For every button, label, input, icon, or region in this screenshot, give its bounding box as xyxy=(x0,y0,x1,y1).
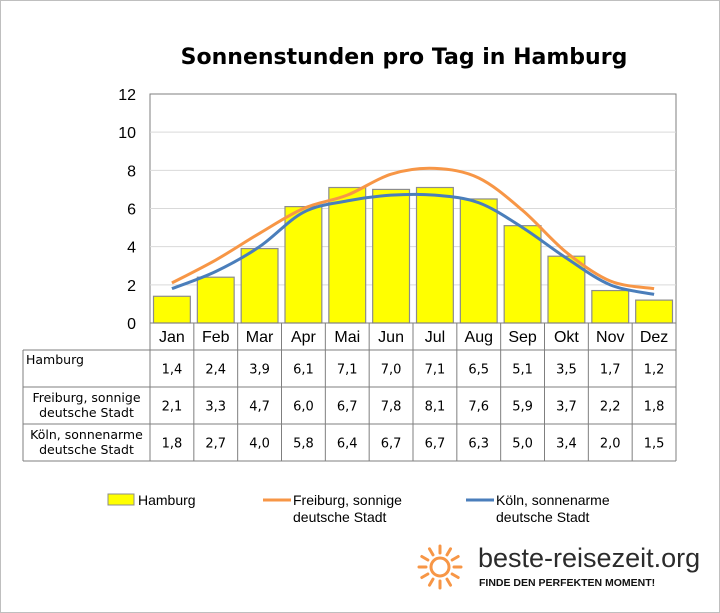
table-row-label: deutsche Stadt xyxy=(39,405,134,420)
legend-swatch-hamburg xyxy=(107,493,135,506)
brand-name: beste-reisezeit.org xyxy=(478,543,700,573)
table-cell: 2,7 xyxy=(205,437,226,452)
table-cell: 6,7 xyxy=(425,437,446,452)
line-koeln xyxy=(171,192,655,296)
sun-ray xyxy=(428,577,435,587)
table-cell: 7,1 xyxy=(425,363,446,378)
legend-label: Köln, sonnenarme xyxy=(496,492,610,508)
sun-ray xyxy=(445,547,452,557)
bar-hamburg xyxy=(152,295,191,324)
table-row-label: Freiburg, sonnige xyxy=(32,390,140,405)
table-cell: 5,9 xyxy=(512,400,533,415)
table-cell: 1,7 xyxy=(600,363,621,378)
bar-hamburg xyxy=(372,188,411,324)
bar-hamburg xyxy=(328,186,367,324)
x-tick-label: Jan xyxy=(159,329,185,346)
brand-slogan: FINDE DEN PERFEKTEN MOMENT! xyxy=(479,577,655,589)
table-cell: 2,1 xyxy=(162,400,183,415)
y-tick-label: 10 xyxy=(118,125,136,142)
bar-hamburg xyxy=(591,289,630,324)
bar-hamburg xyxy=(503,225,542,324)
table-cell: 6,5 xyxy=(468,363,489,378)
y-tick-label: 8 xyxy=(127,163,136,180)
table-cell: 6,0 xyxy=(293,400,314,415)
table-cell: 5,0 xyxy=(512,437,533,452)
bar-hamburg xyxy=(459,198,498,324)
legend-label: Freiburg, sonnige xyxy=(293,492,402,508)
x-tick-label: Okt xyxy=(554,329,579,346)
table-cell: 3,3 xyxy=(205,400,226,415)
x-tick-label: Mai xyxy=(334,329,360,346)
sun-core xyxy=(429,556,451,578)
table-cell: 2,0 xyxy=(600,437,621,452)
table-cell: 4,7 xyxy=(249,400,270,415)
brand-logo: beste-reisezeit.org FINDE DEN PERFEKTEN … xyxy=(417,543,700,590)
table-cell: 1,8 xyxy=(162,437,183,452)
table-cell: 2,2 xyxy=(600,400,621,415)
x-tick-label: Sep xyxy=(508,329,537,346)
x-tick-label: Feb xyxy=(202,329,230,346)
x-tick-label: Jul xyxy=(425,329,445,346)
table-cell: 1,5 xyxy=(644,437,665,452)
table-cell: 7,8 xyxy=(381,400,402,415)
sun-ray xyxy=(428,547,435,557)
sun-icon xyxy=(417,544,463,590)
legend-label: deutsche Stadt xyxy=(293,509,387,525)
x-tick-label: Nov xyxy=(596,329,624,346)
table-cell: 8,1 xyxy=(425,400,446,415)
table-cell: 3,9 xyxy=(249,363,270,378)
table-row-label: Hamburg xyxy=(26,352,84,367)
bar-hamburg xyxy=(240,247,279,324)
bar-hamburg xyxy=(635,299,674,324)
table-cell: 4,0 xyxy=(249,437,270,452)
chart-title: Sonnenstunden pro Tag in Hamburg xyxy=(181,45,628,70)
table-cell: 6,1 xyxy=(293,363,314,378)
table-cell: 3,5 xyxy=(556,363,577,378)
table-cell: 5,1 xyxy=(512,363,533,378)
bar-hamburg xyxy=(196,276,235,324)
legend-label: Hamburg xyxy=(138,492,196,508)
y-tick-label: 0 xyxy=(127,316,136,333)
table-cell: 6,7 xyxy=(381,437,402,452)
bar-hamburg xyxy=(415,186,454,324)
y-tick-label: 4 xyxy=(127,240,136,257)
x-tick-label: Apr xyxy=(291,329,317,346)
sun-ray xyxy=(420,572,430,579)
x-tick-label: Dez xyxy=(640,329,668,346)
table-cell: 5,8 xyxy=(293,437,314,452)
table-row-label: Köln, sonnenarme xyxy=(30,427,143,442)
table-cell: 3,7 xyxy=(556,400,577,415)
table-cell: 6,3 xyxy=(468,437,489,452)
table-cell: 7,0 xyxy=(381,363,402,378)
table-cell: 2,4 xyxy=(205,363,226,378)
table-cell: 1,2 xyxy=(644,363,665,378)
line-freiburg xyxy=(171,166,655,291)
table-cell: 7,1 xyxy=(337,363,358,378)
legend-label: deutsche Stadt xyxy=(496,509,590,525)
y-tick-label: 12 xyxy=(118,87,136,104)
table-cell: 1,8 xyxy=(644,400,665,415)
y-tick-label: 2 xyxy=(127,278,136,295)
y-tick-label: 6 xyxy=(127,202,136,219)
sun-ray xyxy=(420,555,430,562)
data-table: Jan Feb Mar Apr Mai Jun Jul Aug Sep Okt Nov Dez Hamb… xyxy=(22,322,677,462)
table-cell: 3,4 xyxy=(556,437,577,452)
sun-ray xyxy=(450,555,460,562)
table-row-label: deutsche Stadt xyxy=(39,442,134,457)
table-cell: 1,4 xyxy=(162,363,183,378)
x-tick-label: Jun xyxy=(378,329,404,346)
plot-area: 0 2 4 6 8 10 12 xyxy=(118,87,677,333)
sun-ray xyxy=(450,572,460,579)
x-tick-label: Aug xyxy=(465,329,493,346)
table-cell: 7,6 xyxy=(468,400,489,415)
x-tick-label: Mar xyxy=(246,329,274,346)
table-cell: 6,4 xyxy=(337,437,358,452)
sun-ray xyxy=(445,577,452,587)
table-cell: 6,7 xyxy=(337,400,358,415)
bar-hamburg xyxy=(284,205,323,324)
